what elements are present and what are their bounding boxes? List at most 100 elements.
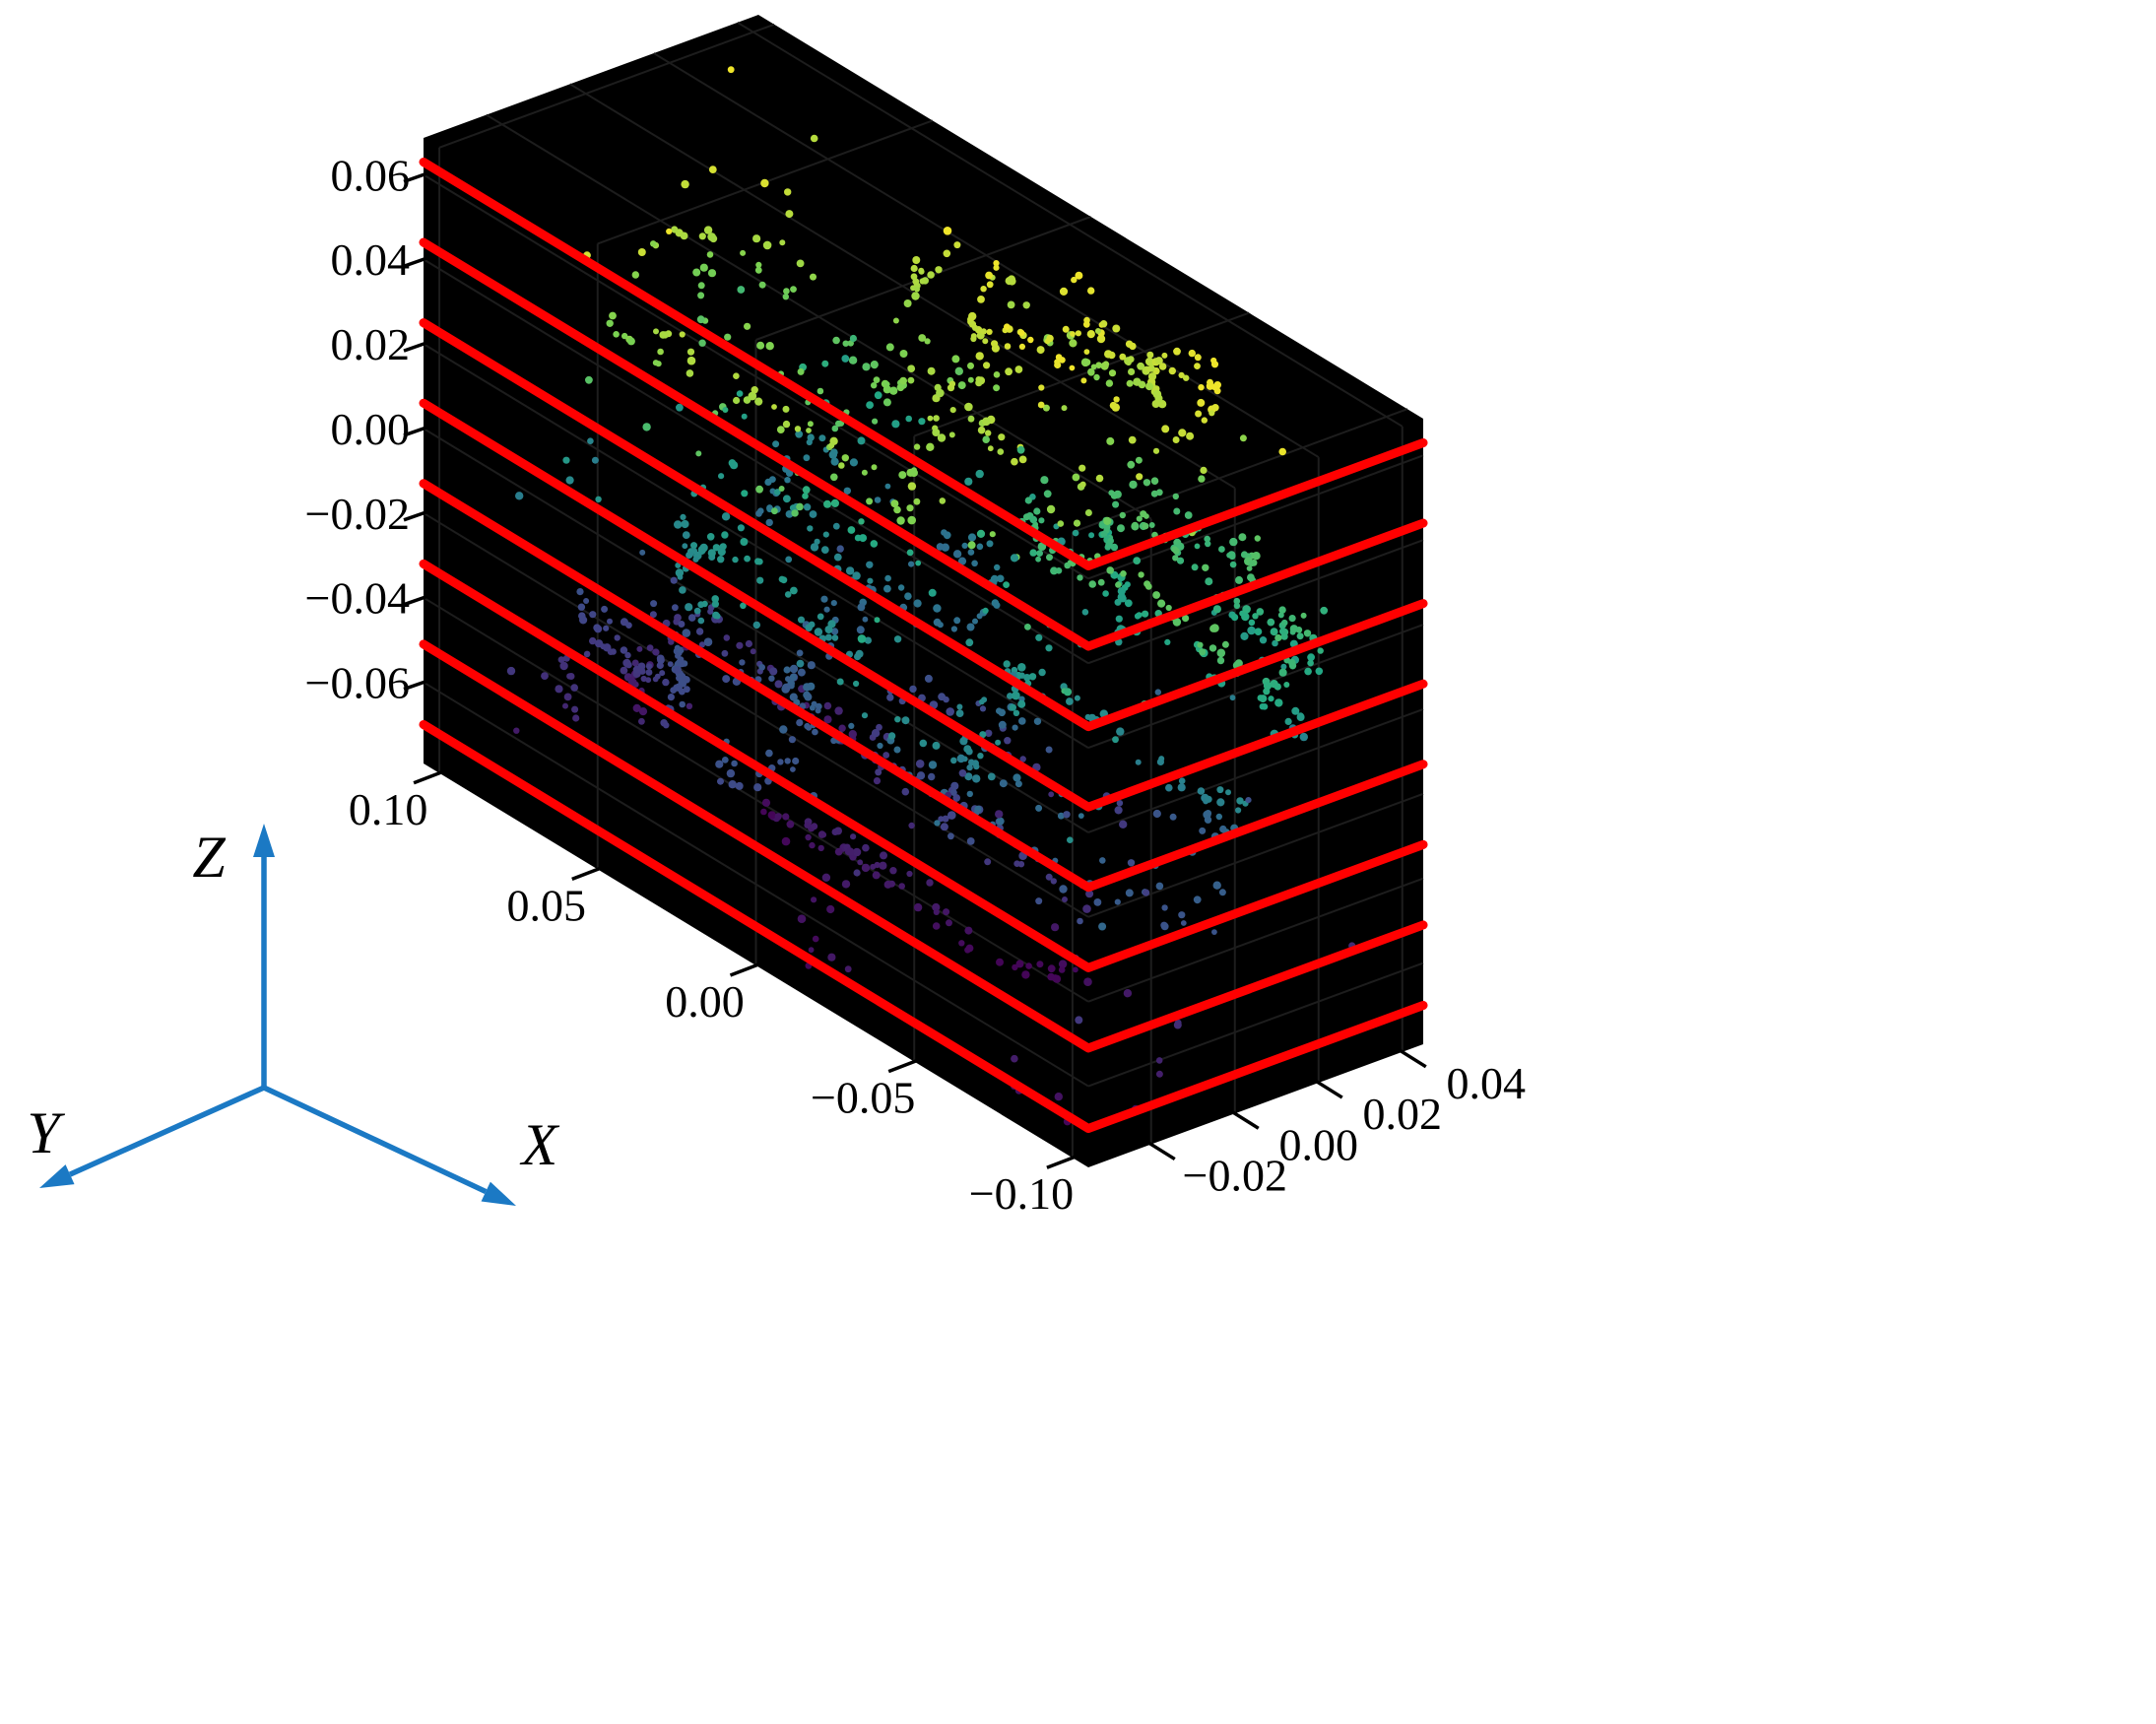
- scatter-point: [1128, 435, 1137, 444]
- scatter-point: [1083, 977, 1092, 986]
- scatter-point: [1119, 595, 1127, 603]
- scatter-point: [1093, 373, 1100, 381]
- scatter-point: [1125, 889, 1134, 897]
- scatter-point: [838, 724, 846, 732]
- scatter-point: [841, 454, 849, 462]
- scatter-point: [786, 820, 795, 829]
- scatter-point: [1064, 562, 1071, 569]
- scatter-point: [843, 487, 851, 495]
- scatter-point: [1176, 557, 1185, 564]
- scatter-point: [989, 531, 996, 538]
- scatter-point: [1289, 625, 1298, 633]
- scatter-point: [1169, 813, 1177, 821]
- scatter-point: [901, 787, 910, 796]
- scatter-point: [866, 401, 874, 409]
- scatter-point: [882, 398, 891, 407]
- scatter-point: [913, 443, 921, 450]
- scatter-point: [594, 625, 603, 633]
- z-axis-label: Z: [192, 825, 226, 890]
- scatter-point: [964, 926, 973, 935]
- scatter-point: [797, 367, 805, 375]
- scatter-point: [822, 531, 829, 538]
- scatter-point: [790, 586, 798, 595]
- scatter-point: [1236, 797, 1244, 805]
- scatter-point: [778, 486, 785, 492]
- scatter-point: [815, 707, 821, 714]
- scatter-point: [785, 510, 794, 518]
- scatter-point: [1016, 445, 1025, 454]
- scatter-point: [932, 429, 941, 436]
- scatter-point: [708, 166, 717, 174]
- scatter-point: [1003, 660, 1011, 668]
- scatter-point: [1083, 349, 1090, 355]
- scatter-point: [805, 833, 812, 841]
- scatter-point: [1259, 636, 1268, 644]
- scatter-point: [806, 724, 813, 731]
- scatter-point: [1161, 352, 1168, 359]
- scatter-point: [1155, 1070, 1163, 1078]
- scatter-point: [1017, 329, 1025, 336]
- scatter-point: [956, 703, 963, 710]
- scatter-point: [890, 499, 899, 508]
- scatter-point: [1245, 797, 1252, 804]
- scatter-point: [956, 754, 965, 763]
- scatter-point: [1037, 401, 1045, 409]
- z-tick-label: 0.06: [331, 150, 411, 200]
- scatter-point: [927, 415, 934, 422]
- y-tick-label: −0.02: [1183, 1151, 1287, 1201]
- scatter-point: [996, 817, 1005, 826]
- scatter-point: [894, 716, 901, 723]
- slice-line: [419, 639, 1428, 1053]
- scatter-point: [991, 344, 1001, 353]
- scatter-point: [861, 712, 869, 719]
- scatter-point: [506, 666, 516, 676]
- scatter-point: [1090, 364, 1097, 370]
- scatter-point: [952, 550, 962, 559]
- z-tick-label: 0.00: [331, 404, 411, 454]
- scatter-point: [768, 675, 775, 682]
- scatter-point: [854, 534, 862, 542]
- scatter-point: [1267, 618, 1275, 627]
- scatter-point: [942, 815, 949, 823]
- scatter-point: [936, 543, 945, 551]
- scatter-point: [783, 288, 790, 295]
- scatter-point: [1035, 897, 1043, 905]
- scatter-point: [1080, 358, 1090, 367]
- scatter-point: [1033, 717, 1042, 725]
- scatter-point: [736, 641, 744, 649]
- grid-line: [913, 311, 1250, 437]
- scatter-point: [946, 919, 952, 927]
- scatter-point: [953, 617, 961, 625]
- scatter-point: [587, 437, 594, 445]
- scatter-point: [595, 496, 602, 502]
- scatter-point: [1247, 626, 1256, 635]
- slice-line: [419, 398, 1428, 812]
- scatter-point: [1252, 552, 1261, 561]
- scatter-point: [874, 617, 881, 624]
- scatter-point: [1216, 656, 1225, 665]
- scatter-point: [659, 331, 667, 339]
- scatter-point: [807, 525, 814, 532]
- scatter-point: [1079, 481, 1086, 488]
- scatter-point: [623, 660, 631, 668]
- scatter-point: [1074, 695, 1080, 701]
- scatter-point: [1193, 895, 1202, 904]
- scatter-point: [866, 497, 874, 505]
- scatter-point: [1057, 520, 1065, 527]
- scatter-point: [980, 328, 987, 335]
- scatter-point: [1015, 960, 1024, 968]
- scatter-point: [928, 761, 938, 769]
- scatter-point: [679, 700, 686, 708]
- scatter-point: [640, 675, 647, 683]
- scatter-point: [809, 841, 816, 849]
- scatter-point: [1078, 813, 1084, 819]
- scatter-point: [631, 271, 639, 279]
- scatter-point: [1248, 560, 1256, 566]
- scatter-point: [1216, 798, 1225, 807]
- scatter-point: [1087, 367, 1094, 375]
- x-tick-label: −0.05: [811, 1073, 915, 1123]
- scatter-point: [887, 732, 896, 740]
- scatter-point: [792, 757, 800, 765]
- scatter-point: [1127, 356, 1135, 364]
- scatter-point: [857, 859, 864, 866]
